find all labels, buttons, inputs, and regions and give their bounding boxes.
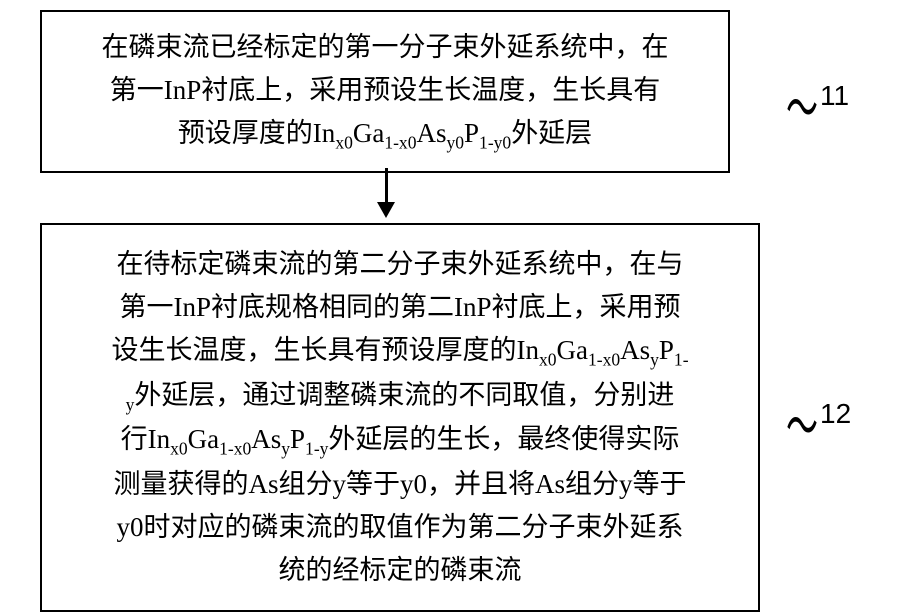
connector-curve-icon: 〜: [786, 64, 818, 147]
step2-line6: 测量获得的As组分y等于y0，并且将As组分y等于: [113, 469, 686, 499]
step1-line1: 在磷束流已经标定的第一分子束外延系统中，在: [102, 32, 669, 62]
step2-line4: y外延层，通过调整磷束流的不同取值，分别进: [126, 380, 675, 410]
step2-line8: 统的经标定的磷束流: [279, 555, 522, 585]
arrow-head-icon: [377, 202, 395, 218]
step2-number-label: 12: [820, 398, 851, 430]
arrow-line: [385, 168, 388, 206]
flowchart-node-step1: 在磷束流已经标定的第一分子束外延系统中，在 第一InP衬底上，采用预设生长温度，…: [40, 10, 730, 173]
step2-line2: 第一InP衬底规格相同的第二InP衬底上，采用预: [119, 292, 680, 322]
step1-line3: 预设厚度的Inx0Ga1-x0Asy0P1-y0外延层: [178, 118, 592, 148]
step2-line3: 设生长温度，生长具有预设厚度的Inx0Ga1-x0AsyP1-: [111, 335, 688, 365]
step1-number-label: 11: [820, 80, 849, 112]
step2-line1: 在待标定磷束流的第二分子束外延系统中，在与: [117, 249, 684, 279]
step2-line5: 行Inx0Ga1-x0AsyP1-y外延层的生长，最终使得实际: [121, 424, 680, 454]
connector-curve-icon: 〜: [786, 382, 818, 465]
step2-line7: y0时对应的磷束流的取值作为第二分子束外延系: [117, 512, 684, 542]
flowchart-node-step2: 在待标定磷束流的第二分子束外延系统中，在与 第一InP衬底规格相同的第二InP衬…: [40, 223, 760, 612]
step1-line2: 第一InP衬底上，采用预设生长温度，生长具有: [110, 75, 661, 105]
